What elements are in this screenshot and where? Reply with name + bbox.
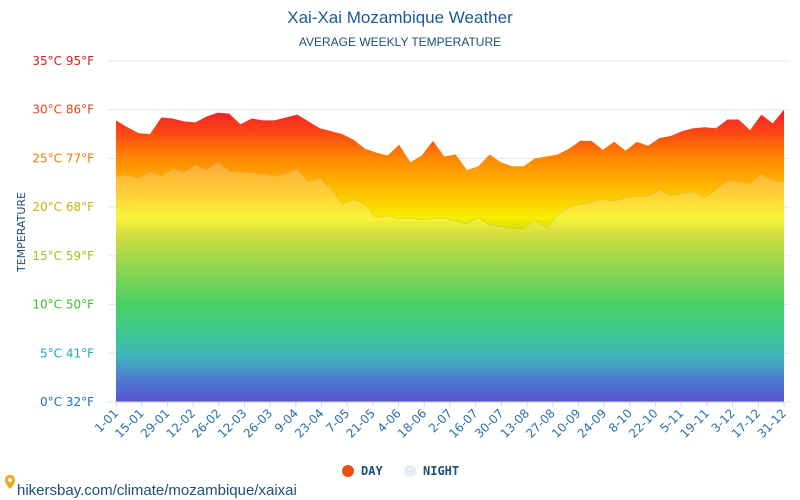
map-pin-icon — [5, 475, 15, 489]
x-tick-label: 18-06 — [395, 406, 430, 441]
chart-title: Xai-Xai Mozambique Weather — [287, 8, 513, 27]
x-tick-label: 26-03 — [241, 406, 276, 441]
legend-night-label[interactable]: NIGHT — [423, 464, 459, 478]
x-tick-label: 24-09 — [575, 406, 610, 441]
legend-day-label[interactable]: DAY — [361, 464, 383, 478]
night-area — [116, 162, 784, 402]
y-tick-label: 15°C 59°F — [32, 249, 94, 263]
x-tick-label: 21-05 — [343, 406, 378, 441]
x-tick-label: 23-04 — [292, 406, 327, 441]
footer: hikersbay.com/climate/mozambique/xaixai — [5, 475, 297, 499]
footer-link[interactable]: hikersbay.com/climate/mozambique/xaixai — [17, 482, 297, 499]
x-tick-label: 22-10 — [626, 406, 661, 441]
y-tick-label: 20°C 68°F — [32, 200, 94, 214]
chart-subtitle: AVERAGE WEEKLY TEMPERATURE — [299, 35, 501, 49]
legend: DAY NIGHT — [342, 464, 459, 478]
day-area — [116, 109, 784, 402]
y-tick-label: 30°C 86°F — [32, 103, 94, 117]
y-tick-label: 5°C 41°F — [40, 346, 94, 360]
x-tick-label: 31-12 — [755, 406, 790, 441]
y-axis-title: TEMPERATURE — [15, 192, 28, 273]
night-line — [115, 161, 785, 230]
y-tick-label: 35°C 95°F — [32, 54, 94, 68]
x-tick-label: 19-11 — [677, 406, 712, 441]
y-axis-ticks: 0°C 32°F 5°C 41°F 10°C 50°F 15°C 59°F 20°C 6… — [32, 54, 94, 409]
legend-day-marker[interactable] — [342, 465, 354, 477]
x-axis-ticks: 1-0115-0129-0112-0226-0212-0326-039-0423… — [92, 402, 789, 441]
legend-night-marker[interactable] — [404, 465, 416, 477]
y-tick-label: 0°C 32°F — [40, 395, 94, 409]
y-tick-label: 25°C 77°F — [32, 151, 94, 165]
y-tick-label: 10°C 50°F — [32, 298, 94, 312]
